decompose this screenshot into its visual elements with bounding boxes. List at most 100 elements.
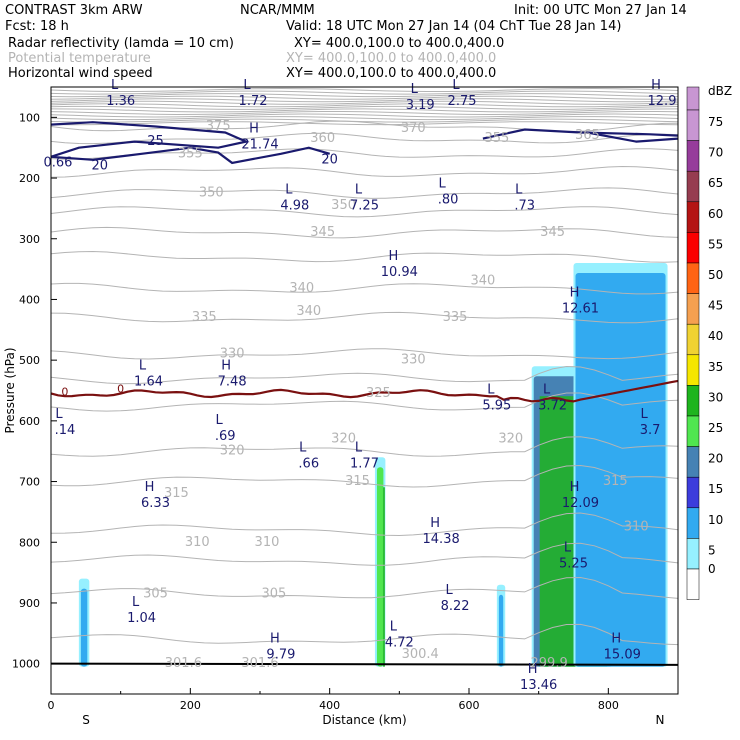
theta-contour	[51, 436, 678, 457]
colorbar-swatch	[686, 323, 700, 356]
extremum-type-label: L	[411, 82, 419, 97]
theta-contour-upper	[51, 87, 678, 92]
theta-label: 350	[331, 198, 356, 213]
theta-contour	[51, 226, 678, 239]
colorbar-level-label: 50	[708, 268, 723, 282]
y-tick-label: 300	[19, 233, 40, 246]
colorbar-swatch	[686, 140, 700, 172]
colorbar-level-label: 75	[708, 115, 723, 129]
extremum-value-label: 4.72	[385, 635, 414, 650]
y-tick-label: 500	[19, 354, 40, 367]
theta-label: 320	[498, 432, 523, 447]
colorbar-level-label: 55	[708, 237, 723, 251]
extremum-value-label: 5.25	[559, 556, 588, 571]
extremum-value-label: 1.04	[127, 611, 156, 626]
extremum-value-label: 21.74	[241, 138, 278, 153]
colorbar-swatch	[686, 354, 700, 386]
colorbar-swatch	[686, 170, 700, 203]
theta-contour-upper	[51, 90, 678, 95]
y-tick-label: 600	[19, 415, 40, 428]
extremum-value-label: 12.09	[562, 496, 599, 511]
x-end-label-north: N	[656, 713, 665, 727]
y-axis-title: Pressure (hPa)	[3, 347, 17, 433]
extremum-value-label: .73	[514, 198, 535, 213]
theta-label: 299.9	[531, 656, 568, 671]
theta-contour	[51, 206, 678, 218]
x-tick-label: 200	[180, 699, 201, 712]
radar-cell-core	[382, 487, 385, 667]
extremum-type-label: H	[528, 662, 538, 677]
y-tick-label: 800	[19, 536, 40, 549]
extremum-type-label: L	[564, 540, 572, 555]
wind-contour	[51, 121, 250, 158]
extremum-type-label: H	[221, 358, 231, 373]
extremum-value-label: .66	[298, 456, 319, 471]
extremum-type-label: L	[216, 413, 224, 428]
colorbar-swatch	[686, 232, 700, 264]
extremum-value-label: 12.9	[648, 94, 677, 109]
theta-contour	[51, 132, 678, 145]
theta-contour-upper	[51, 95, 678, 100]
extremum-value-label: 3.19	[406, 98, 435, 113]
theta-label: 340	[289, 281, 314, 296]
extremum-value-label: 4.98	[280, 198, 309, 213]
wind-label: 20	[91, 158, 108, 173]
theta-label: 315	[164, 486, 189, 501]
theta-contour	[51, 576, 678, 599]
extremum-value-label: 8.22	[441, 599, 470, 614]
theta-label: 310	[255, 535, 280, 550]
extremum-type-label: H	[611, 632, 621, 647]
theta-contour	[51, 250, 678, 263]
theta-label: 305	[143, 586, 168, 601]
extremum-type-label: H	[388, 249, 398, 264]
x-tick-label: 800	[598, 699, 619, 712]
theta-label: 350	[199, 186, 224, 201]
theta-label: 320	[331, 432, 356, 447]
init-time: Init: 00 UTC Mon 27 Jan 14	[514, 3, 687, 18]
extremum-type-label: L	[641, 407, 649, 422]
y-tick-label: 100	[19, 111, 40, 124]
colorbar-swatch	[686, 507, 700, 539]
colorbar-level-label: 0	[708, 562, 716, 576]
theta-contour-upper	[51, 100, 678, 105]
theta-label: 325	[366, 386, 391, 401]
theta-label: 335	[192, 310, 217, 325]
forecast-hour: Fcst: 18 h	[5, 19, 69, 34]
extremum-value-label: 6.33	[141, 496, 170, 511]
y-tick-label: 1000	[12, 658, 40, 671]
theta-label: 315	[345, 474, 370, 489]
colorbar-swatch	[686, 415, 700, 447]
extremum-type-label: L	[355, 440, 363, 455]
theta-contour-upper	[51, 113, 678, 118]
model-title: CONTRAST 3km ARW	[5, 3, 143, 18]
ground-line	[51, 662, 678, 666]
colorbar-swatch-top	[686, 86, 700, 111]
extremum-value-label: 7.48	[218, 374, 247, 389]
extremum-type-label: H	[570, 480, 580, 495]
colorbar-level-label: 65	[708, 176, 723, 190]
extremum-type-label: L	[487, 383, 495, 398]
theta-contour	[51, 187, 678, 199]
colorbar-swatch	[686, 446, 700, 478]
org-title: NCAR/MMM	[240, 3, 315, 18]
theta-label: 335	[443, 310, 468, 325]
wind-contour	[51, 146, 331, 165]
extremum-value-label: 3.7	[640, 423, 661, 438]
extremum-type-label: L	[139, 358, 147, 373]
colorbar-level-label: 25	[708, 421, 723, 435]
colorbar-swatch	[686, 538, 700, 570]
field2-label: Potential temperature	[8, 51, 151, 66]
radar-cell	[376, 467, 384, 667]
colorbar-level-label: 45	[708, 299, 723, 313]
colorbar-swatch	[686, 293, 700, 325]
x-tick-label: 0	[48, 699, 55, 712]
theta-label: 300.4	[402, 647, 439, 662]
extremum-value-label: 3.72	[538, 399, 567, 414]
theta-label: 301.6	[165, 656, 202, 671]
freezing-label: 0	[61, 386, 68, 399]
extremum-type-label: L	[243, 78, 251, 93]
extremum-value-label: 1.72	[239, 94, 268, 109]
theta-label: 310	[185, 535, 210, 550]
theta-contour	[51, 165, 678, 178]
radar-cell	[575, 273, 666, 667]
